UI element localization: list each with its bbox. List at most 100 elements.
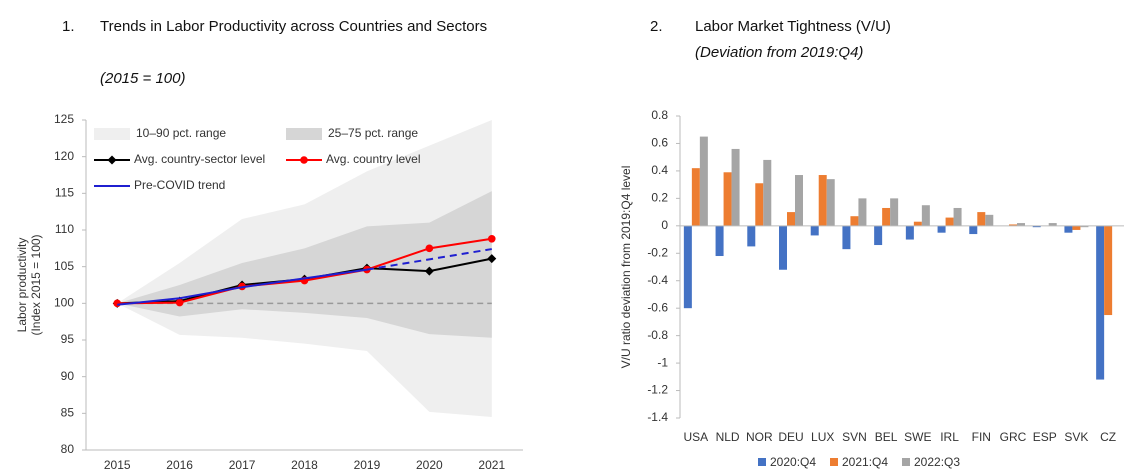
legend-swatch (902, 458, 910, 466)
y-axis-title: (Index 2015 = 100) (29, 234, 43, 335)
range-band (117, 191, 492, 338)
y-tick-label: -1 (657, 355, 668, 369)
chart-title: Labor Market Tightness (V/U) (695, 18, 891, 35)
y-tick-label: 0.8 (651, 108, 668, 122)
bar (905, 225, 914, 240)
bar (913, 221, 922, 226)
series-line (117, 268, 368, 306)
marker (487, 254, 497, 264)
x-tick-label: GRC (1000, 430, 1027, 444)
y-tick-label: -1.2 (647, 383, 668, 397)
legend-label: 10–90 pct. range (136, 126, 226, 140)
y-tick-label: -0.6 (647, 300, 668, 314)
bar (937, 225, 946, 233)
y-tick-label: 110 (55, 222, 74, 236)
bar (1017, 223, 1025, 226)
x-tick-label: 2021 (478, 458, 505, 472)
legend-label: 25–75 pct. range (328, 126, 418, 140)
y-tick-label: -0.2 (647, 245, 668, 259)
bar (1096, 225, 1105, 380)
y-axis-title: V/U ratio deviation from 2019:Q4 level (619, 166, 633, 369)
marker (425, 244, 434, 253)
bar (858, 198, 867, 226)
legend-label: Avg. country-sector level (134, 152, 265, 166)
chart-number: 2. (650, 18, 663, 35)
bar (1064, 225, 1073, 233)
y-tick-label: 125 (54, 112, 74, 126)
legend-marker (107, 155, 117, 165)
y-tick-label: 105 (54, 259, 74, 273)
y-tick-label: -0.8 (647, 328, 668, 342)
bar (795, 175, 803, 226)
y-tick-label: 80 (61, 442, 75, 456)
bar (1072, 225, 1081, 230)
bar (755, 183, 764, 226)
bar (763, 159, 772, 226)
x-tick-label: SWE (904, 430, 931, 444)
bar (882, 207, 891, 226)
y-tick-label: 0.2 (651, 191, 668, 205)
y-tick-label: 95 (61, 332, 75, 346)
x-tick-label: 2020 (416, 458, 443, 472)
x-tick-label: NLD (716, 430, 740, 444)
y-tick-label: 120 (54, 149, 74, 163)
bar (969, 225, 978, 235)
bar (723, 172, 732, 226)
x-tick-label: BEL (875, 430, 898, 444)
bar (977, 212, 986, 226)
bar (699, 136, 708, 226)
x-tick-label: 2018 (291, 458, 318, 472)
bar (731, 148, 740, 226)
series-line (366, 248, 492, 271)
y-tick-label: 85 (61, 406, 75, 420)
bar (850, 216, 859, 226)
x-tick-label: FIN (972, 430, 991, 444)
x-tick-label: 2016 (166, 458, 193, 472)
chart-number: 1. (62, 18, 75, 35)
x-tick-label: DEU (778, 430, 803, 444)
y-tick-label: -0.4 (647, 273, 668, 287)
chart-subtitle: (Deviation from 2019:Q4) (695, 44, 864, 61)
x-tick-label: LUX (811, 430, 834, 444)
legend-swatch (830, 458, 838, 466)
bar (842, 225, 851, 250)
legend-swatch (286, 128, 322, 140)
y-tick-label: 0 (661, 218, 668, 232)
bar (715, 225, 724, 257)
marker (175, 298, 184, 307)
x-tick-label: SVK (1064, 430, 1088, 444)
bar (953, 207, 962, 226)
bar (1048, 223, 1057, 226)
bar (1032, 225, 1041, 228)
y-tick-label: 115 (55, 186, 74, 200)
bar (691, 168, 700, 226)
x-tick-label: USA (684, 430, 709, 444)
legend-label: 2022:Q3 (914, 455, 960, 469)
x-tick-label: NOR (746, 430, 773, 444)
legend-label: 2020:Q4 (770, 455, 816, 469)
y-tick-label: 90 (61, 369, 75, 383)
bar (810, 225, 819, 236)
chart-subtitle: (2015 = 100) (100, 70, 186, 87)
y-tick-label: 0.4 (651, 163, 668, 177)
legend-swatch (758, 458, 766, 466)
bar (787, 212, 795, 226)
y-tick-label: -1.4 (647, 410, 668, 424)
bar (985, 214, 994, 226)
chart-title: Trends in Labor Productivity across Coun… (100, 18, 488, 35)
bar (747, 225, 756, 247)
y-tick-label: 100 (54, 296, 74, 310)
bar (921, 205, 930, 226)
x-tick-label: CZ (1100, 430, 1116, 444)
x-tick-label: 2019 (354, 458, 381, 472)
bar (818, 175, 827, 226)
legend-label: Pre-COVID trend (134, 178, 225, 192)
bar (826, 179, 835, 226)
x-tick-label: ESP (1033, 430, 1057, 444)
y-tick-label: 0.6 (651, 136, 668, 150)
legend-label: Avg. country level (326, 152, 421, 166)
bar (1009, 224, 1017, 226)
marker (113, 299, 122, 308)
